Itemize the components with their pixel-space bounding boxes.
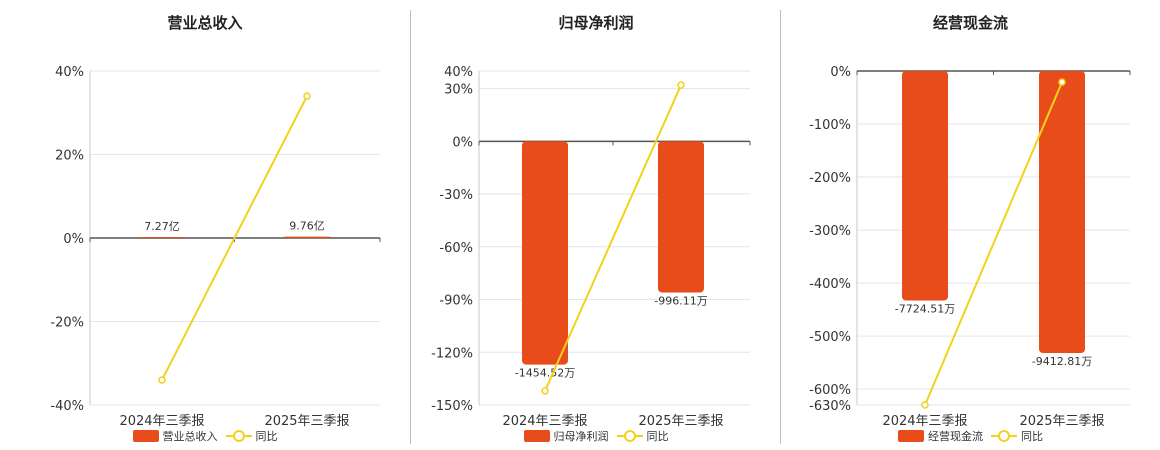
y-tick-label: -500% <box>809 330 851 345</box>
yoy-point <box>1058 78 1066 86</box>
y-tick-label: 40% <box>55 65 84 80</box>
bar <box>522 141 568 365</box>
y-tick-label: -600% <box>809 383 851 398</box>
bar-data-label: 9.76亿 <box>289 220 325 233</box>
legend-line-label: 同比 <box>1021 430 1043 443</box>
chart-svg: -40% -20% 0% 20% 40% 7.27亿 9.76亿 2024年三季报 2025年三… <box>50 65 381 429</box>
panel-divider <box>410 10 411 444</box>
y-tick-label: -120% <box>431 346 473 361</box>
legend-line-swatch <box>225 430 252 442</box>
x-category-label: 2024年三季报 <box>882 414 967 429</box>
bar-data-label: -996.11万 <box>654 294 707 307</box>
chart-panel-revenue: 营业总收入 -40% -20% 0% 20% 40% 7.27亿 9.76亿 2024年三季报… <box>0 0 410 450</box>
yoy-line <box>161 95 308 381</box>
legend-bar-swatch <box>523 430 550 442</box>
legend-line-label: 同比 <box>646 430 669 443</box>
bar-data-label: -9412.81万 <box>1032 355 1092 368</box>
chart-svg: -630%-600% -500% -400% -300% -200% -100% 0% -77… <box>809 65 1131 429</box>
x-category-label: 2025年三季报 <box>264 414 349 429</box>
chart-title: 经营现金流 <box>932 14 1008 32</box>
x-category-label: 2024年三季报 <box>119 414 204 429</box>
y-tick-label: -60% <box>439 241 473 256</box>
y-tick-label: 40% <box>444 65 473 80</box>
legend-line-swatch <box>616 430 643 442</box>
chart-svg: -150% -120% -90% -60% -30% 0% 30% 40% -1454.52万 -… <box>431 65 751 429</box>
legend-bar-label: 营业总收入 <box>162 430 218 443</box>
chart-legend: 归母净利润 同比 <box>411 428 781 444</box>
legend-item-line[interactable]: 同比 <box>991 428 1043 444</box>
bar <box>283 236 331 238</box>
legend-line-swatch <box>991 430 1017 442</box>
legend-item-line[interactable]: 同比 <box>616 428 669 444</box>
chart-title: 营业总收入 <box>167 14 243 32</box>
yoy-point <box>541 387 549 395</box>
legend-item-bar[interactable]: 营业总收入 <box>132 428 218 444</box>
chart-panel-net-profit: 归母净利润 -150% -120% -90% -60% -30% 0% 30% 40% -145… <box>411 0 781 450</box>
x-category-label: 2024年三季报 <box>502 414 587 429</box>
yoy-point <box>677 81 685 89</box>
y-tick-label: 0% <box>452 135 473 150</box>
bar <box>658 141 704 293</box>
yoy-point <box>921 401 929 409</box>
bar-data-label: -7724.51万 <box>895 303 955 316</box>
chart-legend: 经营现金流 同比 <box>781 428 1160 444</box>
y-tick-label: -40% <box>50 399 84 414</box>
y-tick-label: -400% <box>809 277 851 292</box>
yoy-point <box>303 92 311 100</box>
y-tick-label: -30% <box>439 188 473 203</box>
bar <box>902 71 948 301</box>
legend-item-bar[interactable]: 归母净利润 <box>523 428 609 444</box>
legend-line-label: 同比 <box>255 430 278 443</box>
legend-item-line[interactable]: 同比 <box>225 428 278 444</box>
x-category-label: 2025年三季报 <box>638 414 723 429</box>
yoy-point <box>158 376 166 384</box>
legend-bar-swatch <box>898 430 924 442</box>
y-tick-label: -90% <box>439 294 473 309</box>
y-tick-label: -630% <box>809 399 851 414</box>
legend-item-bar[interactable]: 经营现金流 <box>898 428 983 444</box>
y-tick-label: 0% <box>63 232 84 247</box>
y-tick-label: -20% <box>50 316 84 331</box>
y-tick-label: -100% <box>809 118 851 133</box>
bar-data-label: -1454.52万 <box>515 367 575 380</box>
y-tick-label: -200% <box>809 171 851 186</box>
y-tick-label: 20% <box>55 149 84 164</box>
legend-bar-label: 归母净利润 <box>553 430 609 443</box>
y-tick-label: 0% <box>830 65 851 80</box>
y-tick-label: -300% <box>809 224 851 239</box>
x-category-label: 2025年三季报 <box>1019 414 1104 429</box>
chart-title: 归母净利润 <box>558 14 634 32</box>
chart-legend: 营业总收入 同比 <box>0 428 410 444</box>
yoy-line <box>544 84 682 392</box>
bar-data-label: 7.27亿 <box>144 220 180 233</box>
y-tick-label: 30% <box>444 83 473 98</box>
panel-divider <box>780 10 781 444</box>
legend-bar-label: 经营现金流 <box>928 430 983 443</box>
bar <box>1039 71 1085 354</box>
y-tick-label: -150% <box>431 399 473 414</box>
yoy-line <box>924 81 1063 406</box>
chart-panel-cashflow: 经营现金流 -630% -600% -500% -400% -300% -200% -100… <box>781 0 1160 450</box>
bar <box>138 236 186 238</box>
legend-bar-swatch <box>132 430 159 442</box>
